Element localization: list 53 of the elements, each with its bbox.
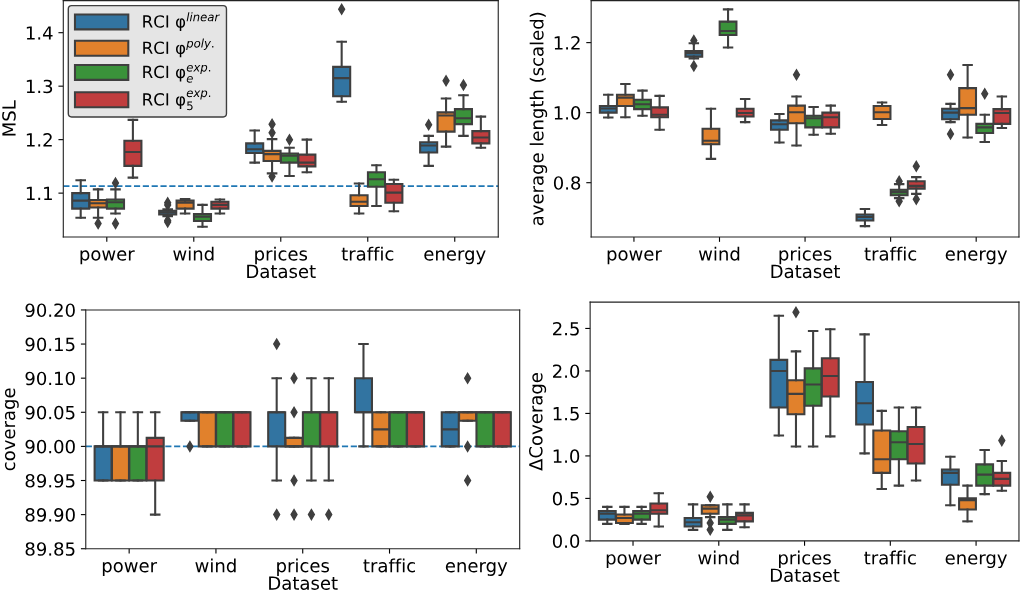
x-tick-label: wind bbox=[173, 246, 214, 261]
y-tick-label: 90.05 bbox=[25, 405, 75, 420]
y-axis-title: coverage bbox=[4, 388, 19, 471]
y-tick-label: 0.8 bbox=[553, 176, 581, 190]
x-axis-title: Dataset bbox=[771, 264, 840, 279]
x-tick-label: prices bbox=[277, 558, 330, 576]
y-tick-label: 1.3 bbox=[26, 79, 53, 94]
x-tick-label: power bbox=[607, 250, 662, 265]
x-tick-label: energy bbox=[445, 562, 508, 576]
x-tick-label: power bbox=[606, 554, 661, 569]
x-tick-label: wind bbox=[698, 550, 739, 565]
legend-label: RCI φ$^{exp.}$$_{5}$ bbox=[143, 90, 211, 111]
y-axis-title: average length (scaled) bbox=[529, 12, 548, 226]
legend-label: RCI φ$^{exp.}$$_{e}$ bbox=[143, 64, 211, 83]
y-axis-title: ΔCoverage bbox=[528, 373, 547, 471]
legend-label: RCI φ$^{linear}$ bbox=[143, 12, 220, 31]
x-tick-label: energy bbox=[945, 250, 1008, 265]
y-tick-label: 89.90 bbox=[25, 508, 75, 522]
y-tick-label: 1.1 bbox=[26, 186, 52, 200]
y-tick-label: 1.2 bbox=[554, 36, 580, 50]
x-tick-label: prices bbox=[255, 246, 308, 265]
y-tick-label: 90.00 bbox=[25, 439, 75, 454]
x-axis-title: Dataset bbox=[269, 576, 338, 590]
x-tick-label: energy bbox=[424, 250, 486, 265]
y-tick-label: 1.2 bbox=[26, 133, 52, 147]
legend-label: RCI φ$^{poly.}$ bbox=[143, 38, 214, 58]
x-tick-label: power bbox=[102, 562, 158, 576]
x-tick-label: prices bbox=[779, 246, 832, 265]
x-tick-label: traffic bbox=[864, 550, 916, 565]
x-tick-label: power bbox=[80, 250, 135, 265]
x-tick-label: energy bbox=[945, 554, 1007, 569]
y-tick-label: 0.0 bbox=[552, 534, 580, 549]
y-tick-label: 90.15 bbox=[25, 337, 75, 352]
y-tick-label: 90.20 bbox=[25, 303, 75, 318]
x-tick-label: traffic bbox=[363, 558, 415, 573]
x-tick-label: wind bbox=[195, 558, 236, 573]
x-tick-label: prices bbox=[779, 550, 831, 569]
y-tick-label: 89.95 bbox=[25, 473, 75, 488]
y-tick-label: 90.10 bbox=[25, 371, 75, 386]
x-axis-title: Dataset bbox=[770, 568, 840, 583]
x-tick-label: traffic bbox=[864, 246, 917, 261]
y-axis-title: MSL bbox=[2, 100, 16, 136]
y-tick-label: 89.85 bbox=[25, 542, 75, 556]
y-tick-label: 1.5 bbox=[553, 407, 579, 421]
y-tick-label: 2.0 bbox=[553, 364, 580, 379]
x-axis-title: Dataset bbox=[247, 264, 316, 279]
y-tick-label: 1.0 bbox=[554, 106, 581, 120]
y-tick-label: 1.4 bbox=[26, 26, 53, 40]
y-tick-label: 0.5 bbox=[552, 491, 579, 506]
x-tick-label: wind bbox=[698, 246, 740, 261]
y-tick-label: 1.0 bbox=[553, 449, 580, 464]
y-tick-label: 2.5 bbox=[553, 321, 579, 336]
x-tick-label: traffic bbox=[341, 246, 394, 261]
